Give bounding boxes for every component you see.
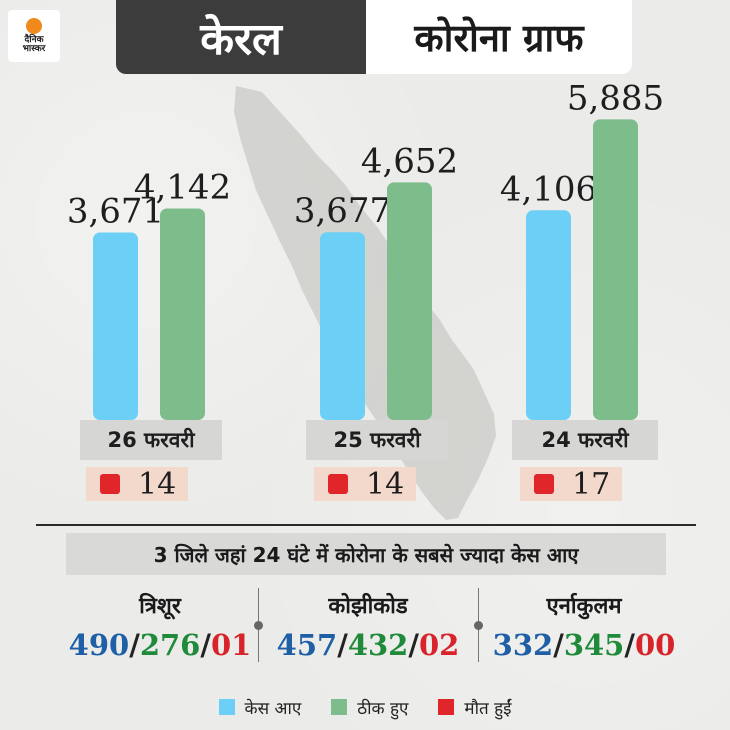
red-square-icon [438, 699, 455, 715]
district-name: त्रिशूर [139, 594, 181, 619]
date-label-1: 25 फरवरी [306, 420, 448, 460]
title-topic: कोरोना ग्राफ [366, 0, 632, 74]
separator [254, 588, 263, 662]
district-stats: 457/432/02 [276, 628, 460, 662]
title-banner: केरल कोरोना ग्राफ [116, 0, 632, 74]
value-label-recovered-0: 4,142 [134, 167, 231, 207]
districts-heading: 3 जिले जहां 24 घंटे में कोरोना के सबसे ज… [66, 533, 666, 575]
district-2: एर्नाकुलम 332/345/00 [474, 590, 694, 662]
value-label-cases-1: 3,677 [294, 191, 391, 231]
date-label-2: 24 फरवरी [512, 420, 658, 460]
district-cases: 490 [68, 628, 130, 662]
legend-label: ठीक हुए [357, 698, 409, 719]
district-stats: 332/345/00 [492, 628, 676, 662]
district-recovered: 432 [347, 628, 409, 662]
death-count-2: 17 [572, 466, 611, 502]
legend-deaths: मौत हुईं [438, 696, 511, 719]
logo-line1: दैनिक [24, 35, 44, 45]
death-marker-icon [100, 474, 120, 494]
death-marker-icon [534, 474, 554, 494]
value-label-recovered-1: 4,652 [361, 141, 458, 181]
bar-recovered-0 [160, 208, 205, 420]
legend-label: मौत हुईं [464, 698, 512, 719]
district-name: एर्नाकुलम [546, 594, 622, 619]
bar-cases-0 [93, 232, 138, 420]
divider [36, 524, 696, 526]
death-count-1: 14 [366, 466, 405, 502]
death-count-0: 14 [138, 466, 177, 502]
district-recovered: 345 [563, 628, 625, 662]
bar-recovered-2 [593, 119, 638, 421]
separator [474, 588, 483, 662]
district-0: त्रिशूर 490/276/01 [50, 590, 270, 662]
district-cases: 332 [492, 628, 554, 662]
value-label-cases-0: 3,671 [67, 191, 164, 231]
district-deaths: 01 [210, 628, 252, 662]
green-square-icon [331, 699, 348, 715]
dainik-bhaskar-logo: दैनिक भास्कर [8, 10, 60, 62]
title-state: केरल [116, 0, 366, 74]
death-box-2: 17 [520, 466, 622, 502]
value-label-recovered-2: 5,885 [567, 78, 664, 118]
district-name: कोझीकोड [328, 594, 408, 619]
district-1: कोझीकोड 457/432/02 [258, 590, 478, 662]
date-label-0: 26 फरवरी [80, 420, 222, 460]
sun-icon [26, 18, 42, 34]
legend-label: केस आए [244, 698, 302, 719]
district-recovered: 276 [139, 628, 201, 662]
bar-cases-1 [320, 232, 365, 420]
legend-cases: केस आए [218, 696, 302, 719]
bar-cases-2 [526, 210, 571, 420]
district-stats: 490/276/01 [68, 628, 252, 662]
logo-line2: भास्कर [22, 44, 46, 54]
value-label-cases-2: 4,106 [500, 169, 597, 209]
death-box-0: 14 [86, 466, 188, 502]
legend: केस आए ठीक हुए मौत हुईं [0, 692, 730, 722]
district-deaths: 02 [418, 628, 460, 662]
blue-square-icon [218, 699, 235, 715]
district-cases: 457 [276, 628, 338, 662]
death-box-1: 14 [314, 466, 416, 502]
legend-recovered: ठीक हुए [331, 696, 408, 719]
death-marker-icon [328, 474, 348, 494]
bar-recovered-1 [387, 182, 432, 420]
district-deaths: 00 [634, 628, 676, 662]
